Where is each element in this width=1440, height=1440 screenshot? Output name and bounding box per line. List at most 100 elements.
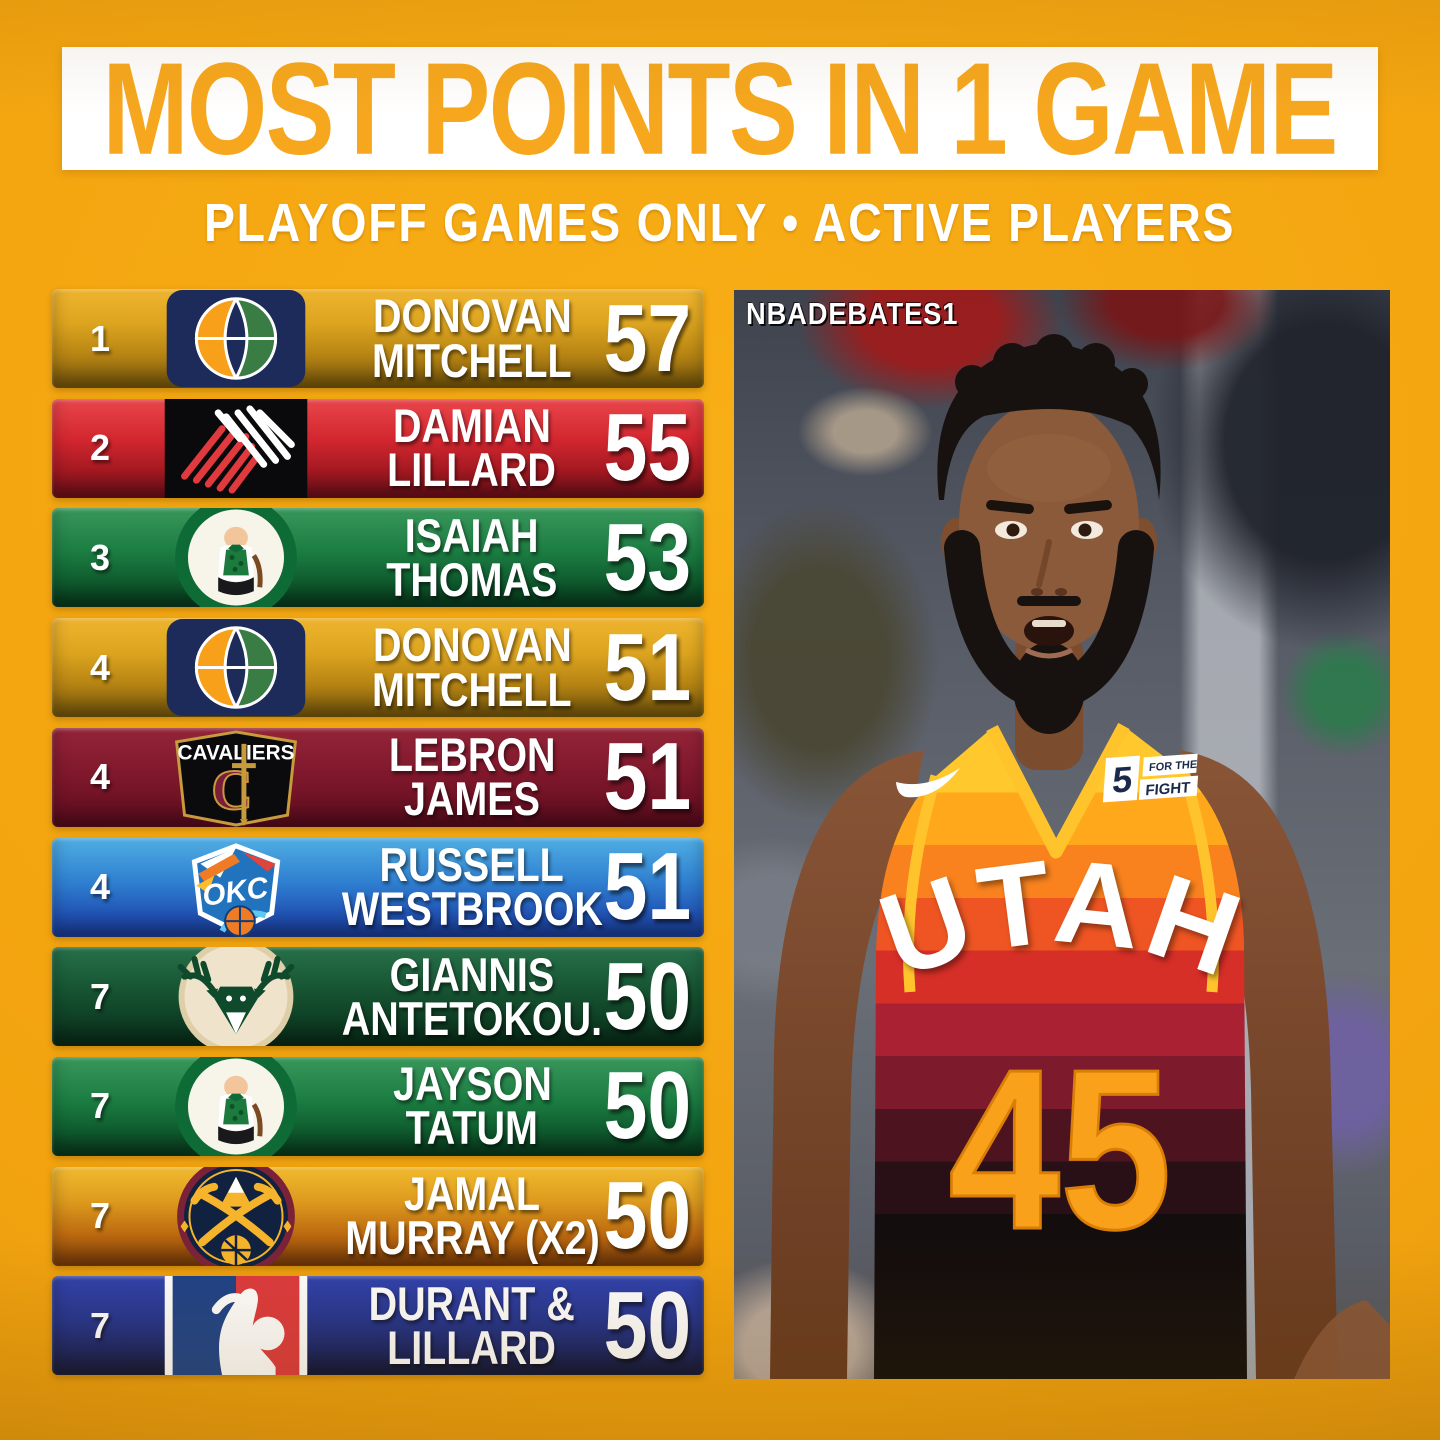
- nba-logo: [164, 1276, 308, 1376]
- player-jersey: 5 FOR THE FIGHT UTAH 45: [865, 722, 1255, 1379]
- points-value: 51: [590, 838, 704, 937]
- rank-number: 7: [89, 975, 111, 1017]
- points-text: 50: [603, 1166, 691, 1266]
- blazers-logo-cell: [152, 398, 320, 498]
- jazz-logo-cell: [152, 618, 320, 717]
- svg-text:FIGHT: FIGHT: [1145, 779, 1192, 799]
- player-name-line2: JAMES: [403, 772, 541, 826]
- bucks-logo-cell: [152, 947, 320, 1047]
- ranking-row: 4 DONOVAN MITCHELL 51: [52, 618, 704, 718]
- player-name: RUSSELL WESTBROOK: [320, 838, 624, 937]
- celtics-logo: [175, 508, 297, 608]
- svg-text:C: C: [211, 759, 252, 822]
- points-value: 51: [590, 618, 704, 717]
- jersey-neck-trim: [986, 722, 1130, 859]
- bucks-logo: [177, 947, 295, 1047]
- svg-text:5: 5: [1111, 758, 1134, 800]
- player-name-line2: LILLARD: [387, 443, 557, 497]
- five-for-the-fight-patch: 5 FOR THE FIGHT: [1102, 753, 1199, 803]
- points-text: 55: [603, 398, 691, 498]
- player-name-line2: MITCHELL: [372, 333, 572, 387]
- rank-number: 4: [89, 646, 111, 688]
- player-name: JAMAL MURRAY (X2): [320, 1167, 624, 1266]
- player-name-line2: THOMAS: [386, 552, 558, 606]
- cavaliers-logo-cell: CAVALIERS C: [152, 728, 320, 827]
- player-name-line2: LILLARD: [387, 1320, 557, 1374]
- points-text: 50: [603, 1056, 691, 1156]
- okc-thunder-logo: OKC: [191, 842, 281, 937]
- jersey-armhole-right-trim: [1178, 770, 1219, 993]
- celtics-logo-cell: [152, 508, 320, 608]
- page-title: MOST POINTS IN 1 GAME: [102, 35, 1339, 182]
- points-text: 57: [603, 289, 691, 388]
- player-name-line2: ANTETOKOU.: [341, 991, 603, 1045]
- okc-logo-cell: OKC: [152, 838, 320, 937]
- ranking-row: 7 JAMAL MURRAY (X2) 50: [52, 1166, 704, 1266]
- svg-text:45: 45: [948, 1022, 1171, 1277]
- player-name: JAYSON TATUM: [320, 1057, 624, 1156]
- points-value: 55: [590, 399, 704, 498]
- rank-number: 7: [89, 1195, 111, 1237]
- player-name-line1: LEBRON: [388, 728, 556, 782]
- player-name-line2: MITCHELL: [372, 662, 572, 716]
- ranking-row: 4 CAVALIERS C LEBRON JAMES 51: [52, 727, 704, 827]
- points-text: 51: [603, 837, 691, 937]
- player-name-line2: WESTBROOK: [341, 882, 603, 935]
- rank-number: 7: [89, 1085, 111, 1127]
- player-name-line1: DAMIAN: [393, 399, 551, 453]
- jazz-logo: [166, 619, 306, 717]
- jazz-logo-cell: [152, 289, 320, 388]
- points-value: 53: [590, 508, 704, 607]
- jazz-logo: [166, 289, 306, 388]
- player-name: GIANNIS ANTETOKOU.: [320, 947, 624, 1046]
- jersey-armhole-left-trim: [902, 774, 942, 993]
- player-name: DONOVAN MITCHELL: [320, 289, 624, 388]
- player-name: DONOVAN MITCHELL: [320, 618, 624, 717]
- player-photo: 5 FOR THE FIGHT UTAH 45: [734, 290, 1390, 1379]
- player-name-line1: DONOVAN: [372, 618, 572, 672]
- nba-logo-cell: [152, 1276, 320, 1376]
- player-name: ISAIAH THOMAS: [320, 508, 624, 607]
- svg-text:FOR THE: FOR THE: [1149, 759, 1198, 774]
- ranking-list: 1 DONOVAN MITCHELL 57 2 DAMIAN LILLARD 55 3 ISAIA…: [52, 289, 704, 1381]
- celtics-logo: [175, 1056, 297, 1156]
- ranking-row: 2 DAMIAN LILLARD 55: [52, 398, 704, 498]
- points-text: 50: [603, 1276, 691, 1376]
- player-name-line1: DONOVAN: [372, 289, 572, 343]
- player-name: LEBRON JAMES: [320, 728, 624, 827]
- ranking-row: 4 OKC RUSSELL WESTBROOK 51: [52, 837, 704, 937]
- ranking-row: 7 DURANT & LILLARD 50: [52, 1276, 704, 1376]
- points-value: 51: [590, 728, 704, 827]
- points-value: 50: [590, 1057, 704, 1156]
- player-name-line1: JAMAL: [403, 1166, 540, 1220]
- player-name-line2: TATUM: [405, 1101, 539, 1155]
- points-text: 50: [603, 947, 691, 1047]
- points-text: 51: [603, 727, 691, 827]
- nike-swoosh-icon: [896, 768, 960, 798]
- hair: [937, 342, 1161, 500]
- player-name: DURANT & LILLARD: [320, 1276, 624, 1375]
- player-name-line2: MURRAY (X2): [344, 1211, 600, 1265]
- ranking-row: 3 ISAIAH THOMAS 53: [52, 508, 704, 608]
- rank-number: 1: [89, 317, 111, 359]
- nuggets-logo-cell: [152, 1166, 320, 1266]
- rank-number: 4: [89, 866, 111, 907]
- player-name-line1: GIANNIS: [389, 947, 555, 1001]
- trail-blazers-logo: [164, 398, 308, 498]
- player-arms: [770, 750, 1390, 1379]
- rank-number: 4: [89, 756, 111, 798]
- player-name: DAMIAN LILLARD: [320, 399, 624, 498]
- watermark: NBADEBATES1: [746, 296, 959, 331]
- ranking-row: 7 JAYSON TATUM 50: [52, 1056, 704, 1156]
- points-value: 50: [590, 1276, 704, 1375]
- rank-number: 7: [89, 1304, 111, 1346]
- svg-text:CAVALIERS: CAVALIERS: [178, 741, 295, 764]
- nuggets-logo: [177, 1166, 295, 1266]
- points-text: 53: [603, 508, 691, 608]
- celtics-logo-cell: [152, 1056, 320, 1156]
- points-text: 51: [603, 618, 691, 718]
- jersey-number: 45: [947, 1021, 1173, 1279]
- points-value: 57: [590, 289, 704, 388]
- player-head: [937, 334, 1161, 734]
